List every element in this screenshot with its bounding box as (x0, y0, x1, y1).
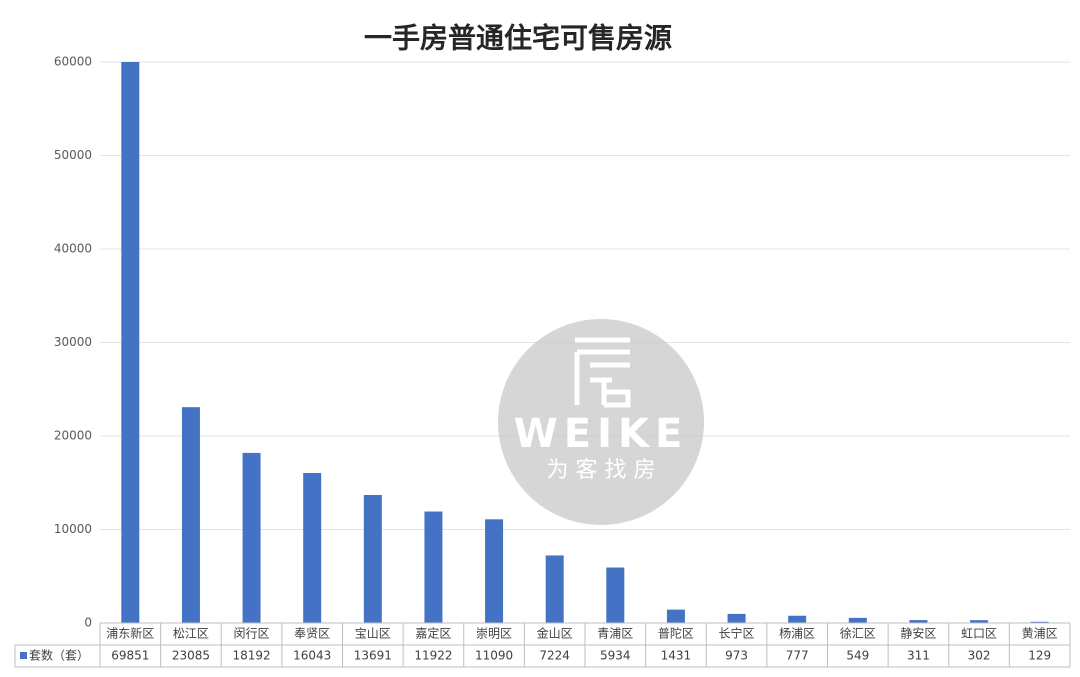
bar (848, 617, 867, 623)
table-value: 16043 (293, 649, 331, 663)
bar (788, 615, 807, 623)
table-value: 5934 (600, 649, 631, 663)
watermark-logo (574, 337, 631, 408)
y-tick-label: 40000 (54, 242, 92, 256)
x-tick-label: 奉贤区 (294, 627, 330, 641)
y-tick-label: 20000 (54, 429, 92, 443)
x-tick-label: 宝山区 (355, 627, 391, 641)
bar (545, 555, 564, 623)
bar (909, 620, 928, 623)
x-tick-label: 崇明区 (476, 627, 512, 641)
watermark-text: WEIKE (514, 411, 689, 457)
bar (666, 609, 685, 623)
x-tick-label: 嘉定区 (415, 626, 451, 641)
table-value: 973 (725, 649, 748, 663)
x-tick-label: 徐汇区 (840, 626, 876, 641)
x-tick-label: 静安区 (900, 626, 936, 641)
bar (1030, 621, 1049, 623)
table-value: 11090 (475, 649, 513, 663)
bar (970, 620, 989, 623)
x-tick-label: 普陀区 (658, 626, 694, 641)
bar (424, 511, 443, 623)
x-tick-label: 金山区 (537, 626, 573, 641)
table-value: 777 (786, 649, 809, 663)
watermark-circle (498, 319, 704, 525)
watermark: WEIKE 为 客 找 房 (498, 319, 704, 525)
watermark-subtext: 为 客 找 房 (547, 458, 656, 483)
table-value: 302 (968, 649, 991, 663)
bar (303, 472, 322, 623)
x-tick-label: 长宁区 (719, 626, 755, 641)
bar (121, 62, 140, 624)
x-tick-label: 闵行区 (234, 626, 270, 641)
x-tick-label: 松江区 (173, 627, 209, 641)
bar (363, 494, 382, 623)
bar (242, 452, 261, 623)
table-value: 129 (1028, 649, 1051, 663)
y-tick-label: 10000 (54, 522, 92, 536)
x-tick-label: 杨浦区 (779, 626, 815, 641)
legend-swatch (20, 652, 27, 659)
table-value: 311 (907, 649, 930, 663)
bar (727, 613, 746, 623)
bar (181, 407, 200, 623)
table-value: 11922 (414, 649, 452, 663)
y-tick-label: 30000 (54, 335, 92, 349)
bar (606, 567, 625, 623)
x-tick-label: 浦东新区 (106, 626, 154, 641)
bars (121, 62, 1049, 624)
table-value: 18192 (232, 649, 270, 663)
table-value: 13691 (354, 649, 392, 663)
table-value: 23085 (172, 649, 210, 663)
x-tick-label: 黄浦区 (1022, 627, 1058, 641)
y-tick-label: 60000 (54, 55, 92, 69)
legend-label: 套数（套） (29, 648, 89, 663)
table-value: 7224 (539, 649, 570, 663)
chart-title: 一手房普通住宅可售房源 (364, 22, 672, 55)
x-tick-label: 虹口区 (961, 627, 997, 641)
table-value: 1431 (661, 649, 692, 663)
x-tick-label: 青浦区 (597, 627, 633, 641)
table-value: 69851 (111, 649, 149, 663)
y-tick-label: 50000 (54, 148, 92, 162)
y-tick-label: 0 (84, 616, 92, 630)
table-value: 549 (846, 649, 869, 663)
bar (485, 519, 504, 623)
